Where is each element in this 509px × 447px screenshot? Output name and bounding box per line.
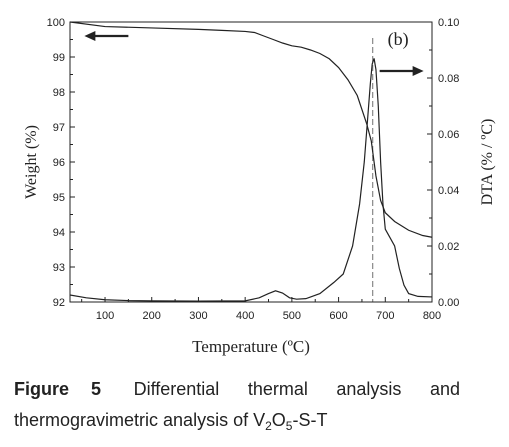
caption-subscript-2: 5 [285,419,293,433]
caption-subscript-1: 2 [265,419,272,433]
x-tick-label: 700 [376,310,394,322]
y-left-axis-title: Weight (%) [23,125,40,199]
y-left-tick-label: 100 [47,17,65,29]
x-tick-label: 100 [96,310,114,322]
panel-label: (b) [388,29,409,50]
y-right-axis-title: DTA (% / ºC) [479,119,496,206]
y-right-axis-ticks: 0.00 0.02 0.04 0.06 0.08 0.10 [427,17,459,309]
x-tick-label: 500 [283,310,301,322]
arrow-head-right [412,66,424,76]
x-tick-label: 200 [143,310,161,322]
caption-label: Figure [14,379,70,399]
caption-text-tail: -S-T [292,410,328,430]
y-right-tick-label: 0.02 [438,241,459,253]
caption-number: 5 [91,379,102,399]
y-right-tick-label: 0.08 [438,73,459,85]
y-left-tick-label: 92 [53,297,65,309]
caption-text-mid: O [271,410,286,430]
arrow-head-left [84,31,96,41]
axis-arrows [84,31,424,76]
y-left-tick-label: 99 [53,52,65,64]
plot-frame [69,21,433,303]
x-tick-label: 300 [189,310,207,322]
y-left-tick-label: 93 [53,262,65,274]
y-left-tick-label: 97 [53,122,65,134]
figure-caption: Figure 5 Differential thermal analysis an… [14,374,460,436]
caption-text: Differential thermal analysis and thermo… [14,379,460,430]
y-right-tick-label: 0.00 [438,297,459,309]
x-axis-title: Temperature (ºC) [192,337,310,356]
dta-series-line [69,58,433,302]
y-left-axis-ticks: 92 93 94 95 96 97 98 99 100 [47,17,75,309]
y-right-tick-label: 0.06 [438,129,459,141]
dta-tga-chart: 100 200 300 400 500 600 700 800 929394959697989… [23,17,496,356]
y-right-tick-label: 0.10 [438,17,459,29]
x-tick-label: 600 [329,310,347,322]
y-left-tick-label: 95 [53,192,65,204]
y-left-tick-label: 96 [53,157,65,169]
y-right-tick-label: 0.04 [438,185,459,197]
x-tick-label: 400 [236,310,254,322]
weight-series-line [69,21,433,238]
y-left-tick-label: 94 [53,227,65,239]
y-left-tick-label: 98 [53,87,65,99]
x-tick-label: 800 [423,310,441,322]
